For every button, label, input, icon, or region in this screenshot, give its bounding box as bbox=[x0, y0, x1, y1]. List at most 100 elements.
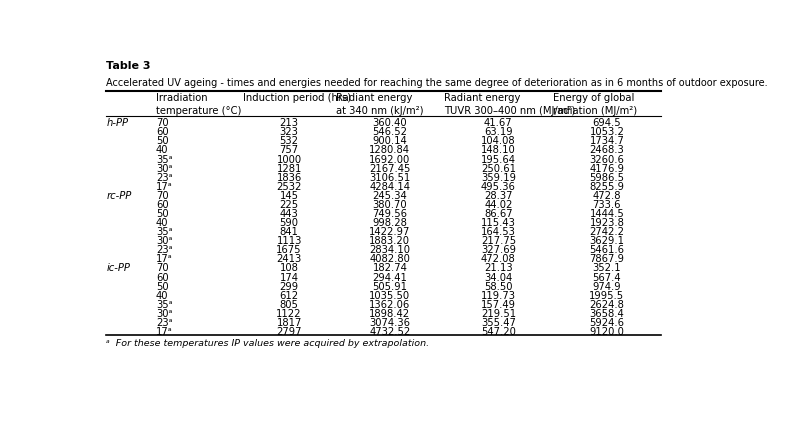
Text: Table 3: Table 3 bbox=[106, 61, 150, 71]
Text: 195.64: 195.64 bbox=[481, 154, 516, 165]
Text: 250.61: 250.61 bbox=[481, 164, 516, 174]
Text: Induction period (hrs): Induction period (hrs) bbox=[242, 93, 350, 103]
Text: 327.69: 327.69 bbox=[481, 246, 516, 255]
Text: 5924.6: 5924.6 bbox=[590, 318, 624, 328]
Text: 30ᵃ: 30ᵃ bbox=[156, 236, 172, 246]
Text: 17ᵃ: 17ᵃ bbox=[156, 182, 173, 192]
Text: 174: 174 bbox=[280, 272, 298, 282]
Text: 4082.80: 4082.80 bbox=[370, 254, 410, 264]
Text: 1035.50: 1035.50 bbox=[370, 291, 410, 301]
Text: 2797: 2797 bbox=[276, 327, 302, 337]
Text: Accelerated UV ageing - times and energies needed for reaching the same degree o: Accelerated UV ageing - times and energi… bbox=[106, 77, 768, 88]
Text: 60: 60 bbox=[156, 272, 169, 282]
Text: 733.6: 733.6 bbox=[593, 200, 621, 210]
Text: 58.50: 58.50 bbox=[484, 282, 513, 292]
Text: 41.67: 41.67 bbox=[484, 118, 513, 128]
Text: 472.08: 472.08 bbox=[481, 254, 516, 264]
Text: 505.91: 505.91 bbox=[372, 282, 407, 292]
Text: 546.52: 546.52 bbox=[372, 127, 407, 137]
Text: 30ᵃ: 30ᵃ bbox=[156, 164, 172, 174]
Text: rc-PP: rc-PP bbox=[106, 191, 131, 201]
Text: 532: 532 bbox=[280, 136, 298, 147]
Text: 590: 590 bbox=[280, 218, 298, 228]
Text: 495.36: 495.36 bbox=[481, 182, 516, 192]
Text: Radiant energy
at 340 nm (kJ/m²): Radiant energy at 340 nm (kJ/m²) bbox=[336, 93, 423, 116]
Text: 4284.14: 4284.14 bbox=[370, 182, 410, 192]
Text: 323: 323 bbox=[280, 127, 298, 137]
Text: 23ᵃ: 23ᵃ bbox=[156, 318, 173, 328]
Text: h-PP: h-PP bbox=[106, 118, 128, 128]
Text: 34.04: 34.04 bbox=[484, 272, 513, 282]
Text: 567.4: 567.4 bbox=[593, 272, 621, 282]
Text: 108: 108 bbox=[280, 264, 298, 274]
Text: 1281: 1281 bbox=[277, 164, 302, 174]
Text: ᵃ  For these temperatures IP values were acquired by extrapolation.: ᵃ For these temperatures IP values were … bbox=[106, 340, 430, 348]
Text: 213: 213 bbox=[280, 118, 298, 128]
Text: 7867.9: 7867.9 bbox=[590, 254, 624, 264]
Text: 35ᵃ: 35ᵃ bbox=[156, 154, 173, 165]
Text: 40: 40 bbox=[156, 218, 168, 228]
Text: 30ᵃ: 30ᵃ bbox=[156, 309, 172, 319]
Text: 50: 50 bbox=[156, 209, 169, 219]
Text: 5986.5: 5986.5 bbox=[590, 172, 624, 183]
Text: 63.19: 63.19 bbox=[484, 127, 513, 137]
Text: 5461.6: 5461.6 bbox=[590, 246, 624, 255]
Text: 157.49: 157.49 bbox=[481, 300, 516, 310]
Text: 757: 757 bbox=[279, 146, 298, 155]
Text: 28.37: 28.37 bbox=[484, 191, 513, 201]
Text: 3106.51: 3106.51 bbox=[370, 172, 410, 183]
Text: 1000: 1000 bbox=[277, 154, 302, 165]
Text: 8255.9: 8255.9 bbox=[590, 182, 624, 192]
Text: 841: 841 bbox=[280, 227, 298, 237]
Text: 1422.97: 1422.97 bbox=[369, 227, 410, 237]
Text: 612: 612 bbox=[279, 291, 298, 301]
Text: 35ᵃ: 35ᵃ bbox=[156, 300, 173, 310]
Text: 974.9: 974.9 bbox=[593, 282, 621, 292]
Text: 145: 145 bbox=[280, 191, 298, 201]
Text: 694.5: 694.5 bbox=[593, 118, 621, 128]
Text: 148.10: 148.10 bbox=[481, 146, 516, 155]
Text: 3629.1: 3629.1 bbox=[590, 236, 624, 246]
Text: 3074.36: 3074.36 bbox=[370, 318, 410, 328]
Text: 1053.2: 1053.2 bbox=[590, 127, 624, 137]
Text: 245.34: 245.34 bbox=[373, 191, 407, 201]
Text: 164.53: 164.53 bbox=[481, 227, 516, 237]
Text: 1444.5: 1444.5 bbox=[590, 209, 624, 219]
Text: 380.70: 380.70 bbox=[373, 200, 407, 210]
Text: 2468.3: 2468.3 bbox=[590, 146, 624, 155]
Text: 23ᵃ: 23ᵃ bbox=[156, 246, 173, 255]
Text: 4732.52: 4732.52 bbox=[370, 327, 410, 337]
Text: 1898.42: 1898.42 bbox=[370, 309, 410, 319]
Text: 2532: 2532 bbox=[277, 182, 302, 192]
Text: 2742.2: 2742.2 bbox=[590, 227, 624, 237]
Text: 50: 50 bbox=[156, 136, 169, 147]
Text: 1995.5: 1995.5 bbox=[590, 291, 625, 301]
Text: 1122: 1122 bbox=[276, 309, 302, 319]
Text: 17ᵃ: 17ᵃ bbox=[156, 254, 173, 264]
Text: 472.8: 472.8 bbox=[593, 191, 621, 201]
Text: 749.56: 749.56 bbox=[372, 209, 407, 219]
Text: 998.28: 998.28 bbox=[373, 218, 407, 228]
Text: 2834.10: 2834.10 bbox=[370, 246, 410, 255]
Text: 443: 443 bbox=[280, 209, 298, 219]
Text: 294.41: 294.41 bbox=[373, 272, 407, 282]
Text: 60: 60 bbox=[156, 127, 169, 137]
Text: 2624.8: 2624.8 bbox=[590, 300, 624, 310]
Text: ic-PP: ic-PP bbox=[106, 264, 130, 274]
Text: 9120.0: 9120.0 bbox=[590, 327, 624, 337]
Text: 352.1: 352.1 bbox=[593, 264, 621, 274]
Text: 35ᵃ: 35ᵃ bbox=[156, 227, 173, 237]
Text: 104.08: 104.08 bbox=[481, 136, 516, 147]
Text: 17ᵃ: 17ᵃ bbox=[156, 327, 173, 337]
Text: 805: 805 bbox=[280, 300, 298, 310]
Text: 225: 225 bbox=[279, 200, 298, 210]
Text: 1113: 1113 bbox=[277, 236, 302, 246]
Text: 359.19: 359.19 bbox=[481, 172, 516, 183]
Text: 1817: 1817 bbox=[277, 318, 302, 328]
Text: 219.51: 219.51 bbox=[481, 309, 516, 319]
Text: 60: 60 bbox=[156, 200, 169, 210]
Text: 4176.9: 4176.9 bbox=[590, 164, 624, 174]
Text: 40: 40 bbox=[156, 146, 168, 155]
Text: 1362.06: 1362.06 bbox=[370, 300, 410, 310]
Text: 2413: 2413 bbox=[277, 254, 302, 264]
